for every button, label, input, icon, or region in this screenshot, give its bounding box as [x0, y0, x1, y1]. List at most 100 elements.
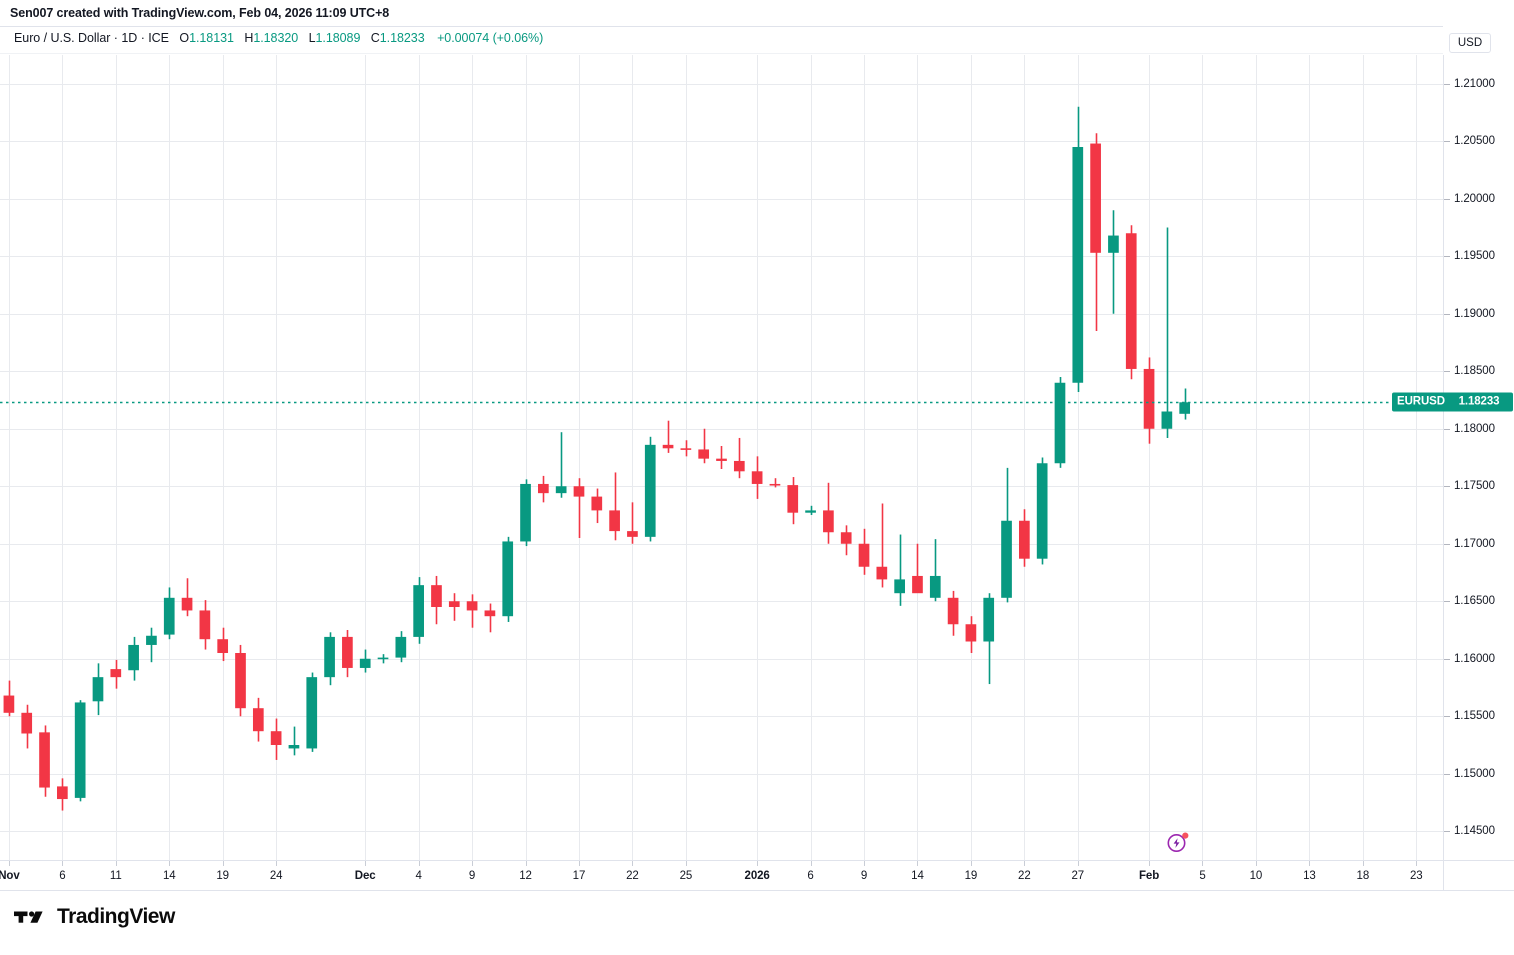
time-tick-label: 22 — [626, 870, 639, 882]
price-tick-dash — [1444, 84, 1450, 85]
tradingview-logo-mark — [14, 911, 43, 923]
candlestick — [252, 697, 264, 742]
candlestick — [1143, 357, 1155, 444]
candlestick — [627, 502, 638, 544]
chart-plot-area[interactable] — [0, 55, 1443, 860]
time-tick-mark — [169, 861, 170, 866]
candlestick — [306, 672, 318, 752]
candlestick — [377, 654, 389, 664]
time-tick-label: 19 — [964, 870, 978, 882]
legend-open-key: O — [179, 31, 190, 45]
price-tick-label: 1.17000 — [1454, 537, 1495, 550]
time-tick-label: 17 — [572, 870, 586, 882]
time-tick-label: 10 — [1249, 870, 1263, 882]
time-tick-mark — [116, 861, 117, 866]
candlestick — [840, 525, 852, 556]
candlestick-svg — [0, 55, 1443, 860]
legend-low-value: 1.18089 — [315, 31, 361, 45]
time-tick-label: 25 — [679, 870, 693, 882]
time-tick-mark — [917, 861, 918, 866]
price-tick-dash — [1444, 199, 1450, 200]
price-tick-label: 1.18500 — [1454, 365, 1495, 378]
price-tick-label: 1.20500 — [1454, 135, 1495, 148]
time-tick-mark — [1024, 861, 1025, 866]
time-tick-mark — [526, 861, 527, 866]
current-price-tag[interactable]: 1.18233 — [1445, 392, 1513, 412]
candlestick — [448, 593, 460, 621]
candlestick — [217, 627, 229, 662]
candlestick — [573, 478, 585, 538]
time-tick-label: 2026 — [744, 870, 770, 882]
time-tick-mark — [62, 861, 63, 866]
tradingview-logo[interactable]: TradingView — [14, 905, 175, 929]
price-tick-dash — [1444, 371, 1450, 372]
legend-high-value: 1.18320 — [253, 31, 299, 45]
candlestick — [146, 627, 157, 663]
legend-close-value: 1.18233 — [379, 31, 425, 45]
bottom-bar: TradingView — [0, 890, 1514, 955]
time-tick-mark — [579, 861, 580, 866]
candlestick — [1019, 509, 1030, 567]
price-tick-dash — [1444, 716, 1450, 717]
time-tick-mark — [419, 861, 420, 866]
time-tick-mark — [1363, 861, 1364, 866]
candlestick — [1108, 210, 1119, 314]
candlestick — [199, 600, 211, 650]
legend-interval[interactable]: 1D — [121, 31, 138, 45]
price-tick-dash — [1444, 659, 1450, 660]
price-tick-dash — [1444, 831, 1450, 832]
time-tick-mark — [757, 861, 758, 866]
time-tick-label: Nov — [0, 870, 20, 882]
time-tick-mark — [1202, 861, 1203, 866]
price-tick-label: 1.17500 — [1454, 480, 1495, 493]
candlestick — [1054, 377, 1066, 468]
replay-rocket-icon[interactable] — [1165, 829, 1191, 855]
candlestick — [947, 590, 959, 636]
price-tick-dash — [1444, 544, 1450, 545]
time-tick-mark — [9, 861, 10, 866]
price-tick-dash — [1444, 256, 1450, 257]
candlestick — [128, 636, 139, 681]
legend-low-key: L — [308, 31, 316, 45]
candlestick — [716, 446, 727, 469]
price-tick-label: 1.20000 — [1454, 192, 1495, 205]
time-tick-label: 18 — [1356, 870, 1370, 882]
time-tick-label: 19 — [216, 870, 229, 882]
time-tick-mark — [1416, 861, 1417, 866]
candlestick — [1036, 457, 1048, 565]
time-axis[interactable]: Nov 6 11 14 19 24 Dec 4 9 12 17 22 25 2026 6 9 14 19 22 27 F… — [0, 860, 1443, 890]
candlestick — [39, 725, 50, 797]
candlestick — [1161, 227, 1173, 438]
legend-symbol-name[interactable]: Euro / U.S. Dollar — [14, 31, 111, 45]
candlestick — [181, 578, 193, 617]
price-tick-dash — [1444, 486, 1450, 487]
candlestick — [1072, 106, 1084, 392]
price-tick-label: 1.18000 — [1454, 422, 1495, 435]
price-axis[interactable]: 1.21000 1.20500 1.20000 1.19500 1.19000 1.185… — [1443, 55, 1514, 860]
currency-badge[interactable]: USD — [1449, 33, 1491, 53]
time-tick-mark — [632, 861, 633, 866]
candlestick — [235, 644, 246, 717]
candlestick — [1090, 133, 1101, 331]
legend-separator-2: · — [140, 31, 145, 45]
price-tick-dash — [1444, 314, 1450, 315]
candlestick — [983, 593, 995, 685]
candlestick — [163, 587, 175, 640]
candlestick — [484, 603, 496, 633]
chart-legend[interactable]: Euro / U.S. Dollar · 1D · ICE O1.18131 H… — [14, 31, 543, 45]
legend-open-value: 1.18131 — [189, 31, 234, 45]
candlestick — [929, 539, 941, 602]
time-tick-label: 24 — [269, 870, 283, 882]
time-tick-label: 23 — [1409, 870, 1423, 882]
candlestick — [1179, 388, 1191, 420]
legend-high-key: H — [244, 31, 254, 45]
candlestick — [92, 663, 104, 716]
candlestick — [413, 577, 424, 644]
time-tick-mark — [1149, 861, 1150, 866]
price-tick-label: 1.15500 — [1454, 710, 1495, 723]
candlestick — [733, 437, 745, 479]
time-tick-mark — [686, 861, 687, 866]
candlestick — [591, 488, 603, 524]
price-tick-dash — [1444, 141, 1450, 142]
